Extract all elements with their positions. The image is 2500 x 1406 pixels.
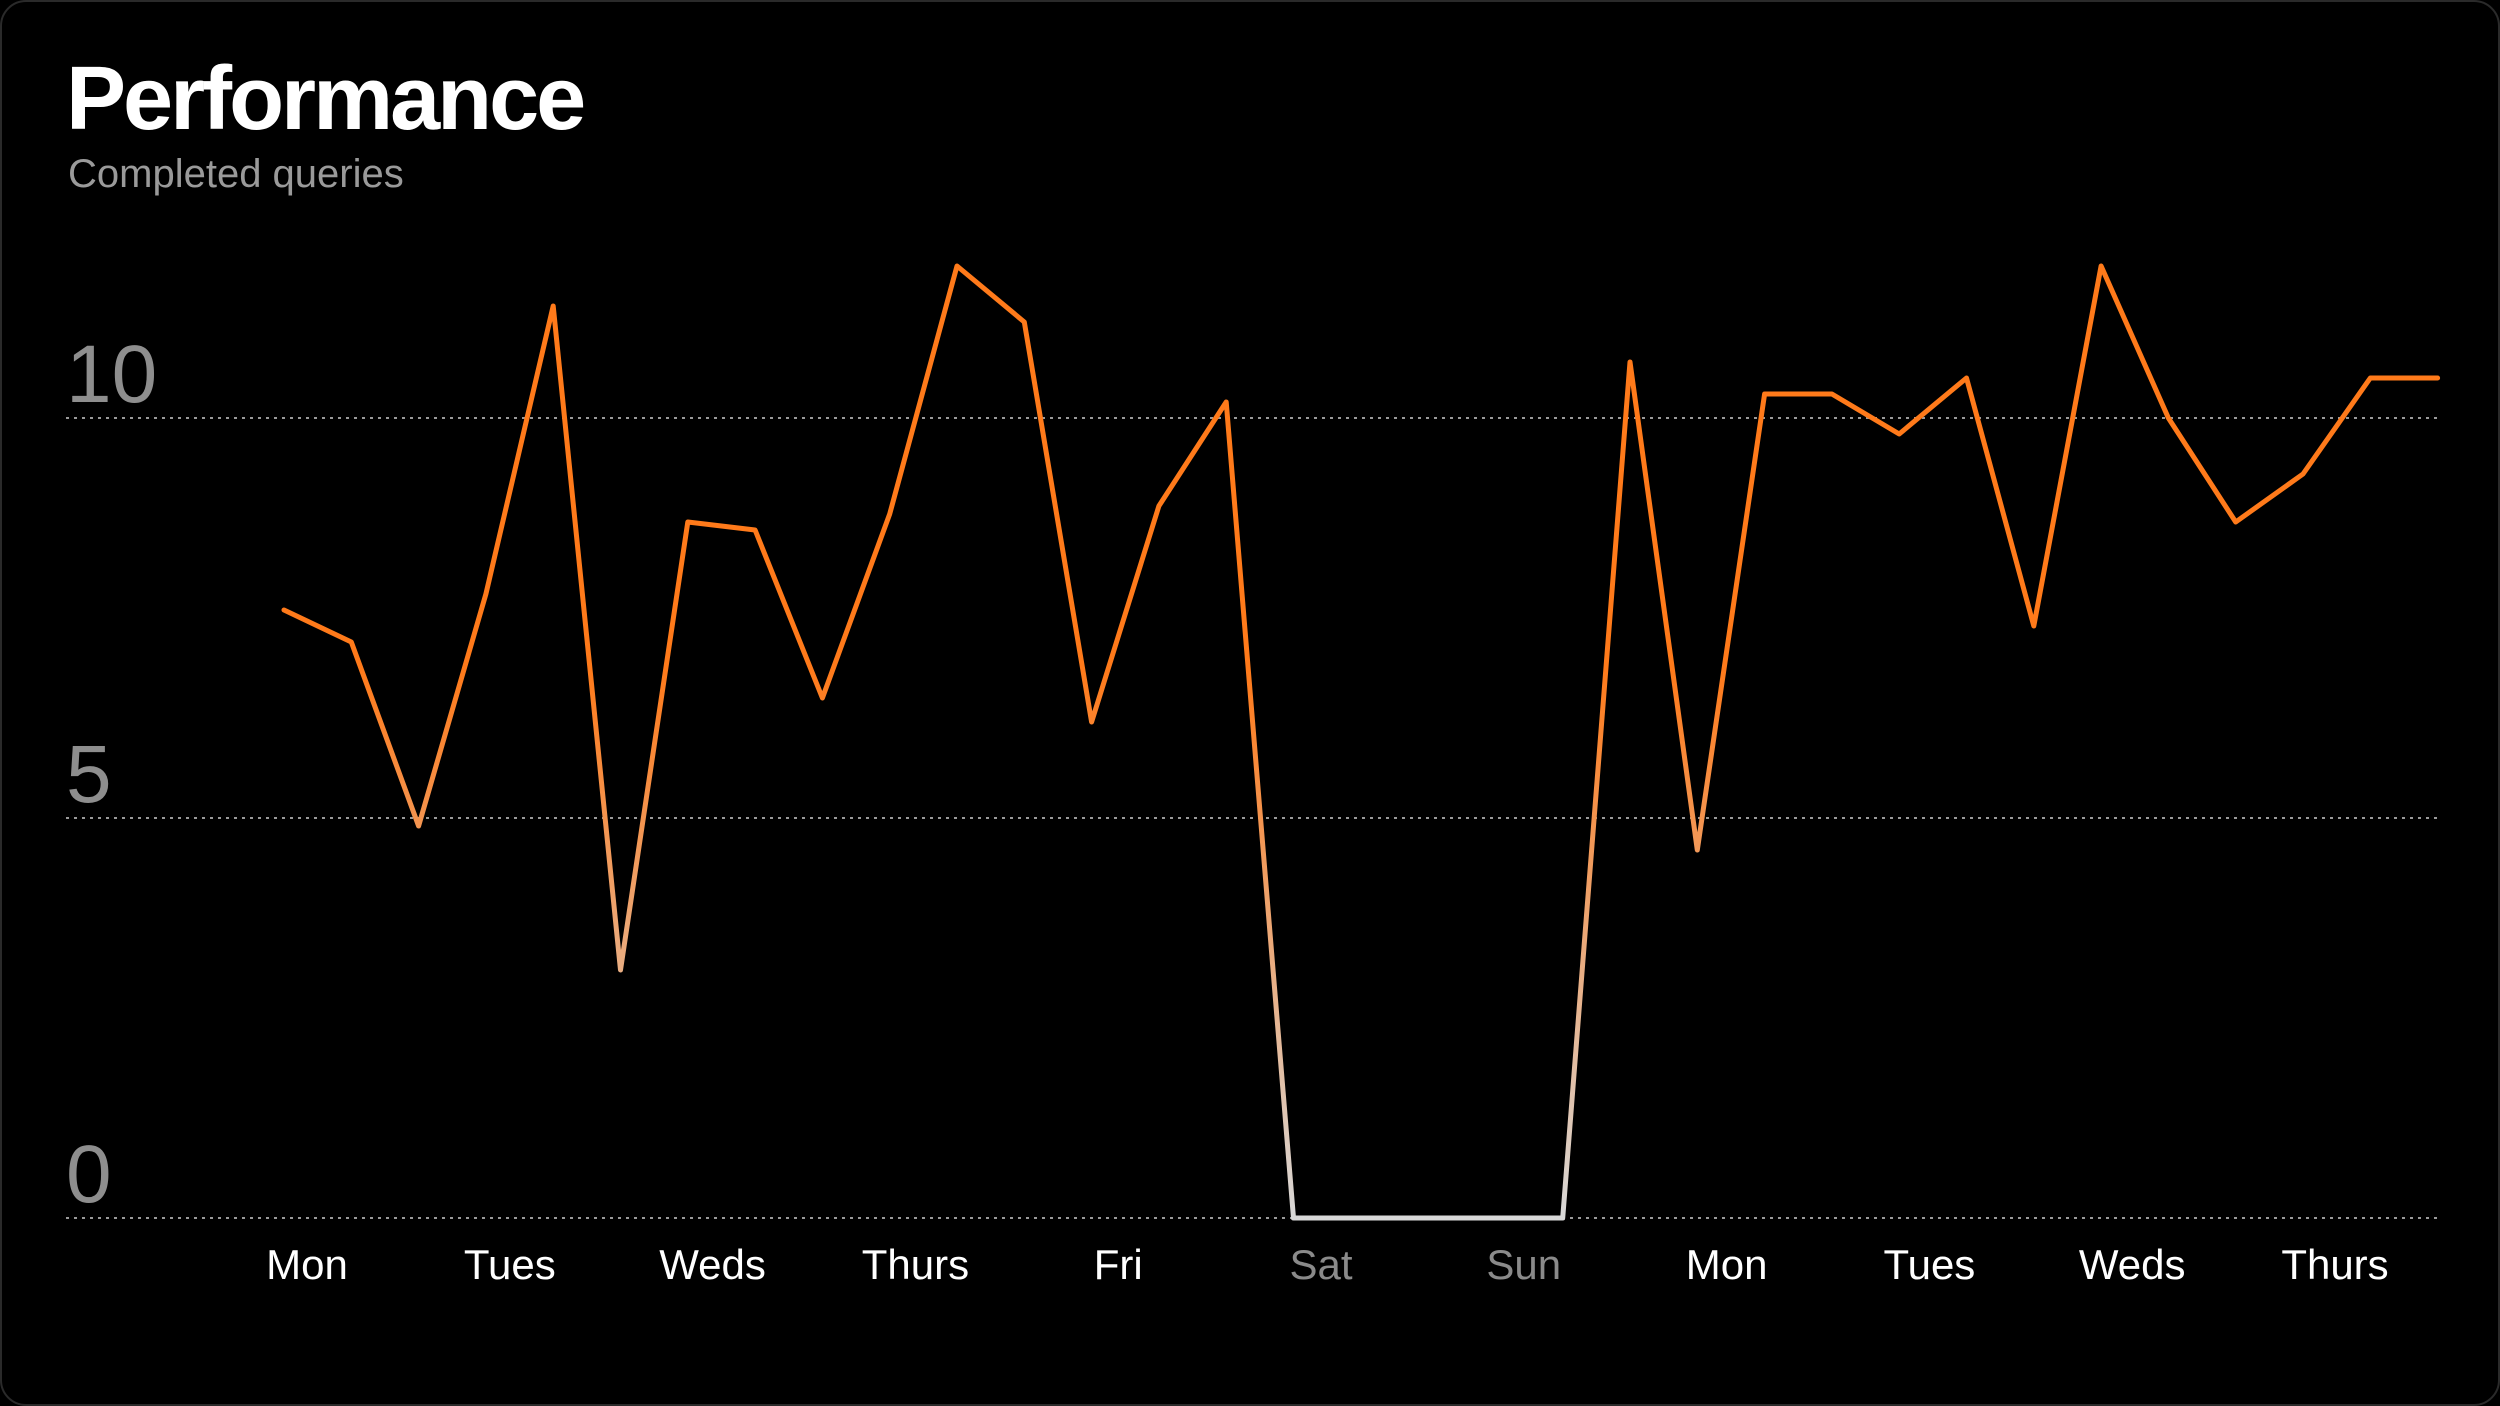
x-tick-label: Weds (659, 1241, 766, 1288)
data-point (1829, 392, 1834, 397)
x-tick-label: Mon (1686, 1241, 1768, 1288)
data-point (685, 520, 690, 525)
y-tick-label: 0 (66, 1129, 112, 1220)
data-point (820, 696, 825, 701)
y-tick-label: 5 (66, 729, 112, 820)
data-point (2031, 624, 2036, 629)
data-point (2368, 376, 2373, 381)
data-point (483, 592, 488, 597)
data-point (416, 824, 421, 829)
x-tick-label: Thurs (2281, 1241, 2388, 1288)
x-tick-label: Mon (266, 1241, 348, 1288)
data-point (1089, 720, 1094, 725)
data-point (1224, 400, 1229, 405)
x-tick-label: Thurs (862, 1241, 969, 1288)
data-point (2435, 376, 2440, 381)
data-point (2233, 520, 2238, 525)
data-point (2301, 472, 2306, 477)
data-point (1426, 1216, 1431, 1221)
chart-subtitle: Completed queries (68, 152, 404, 196)
data-point (1695, 848, 1700, 853)
x-tick-label: Sun (1486, 1241, 1561, 1288)
data-point (618, 968, 623, 973)
x-tick-label: Sat (1289, 1241, 1352, 1288)
data-point (1291, 1216, 1296, 1221)
chart-title: Performance (66, 49, 586, 149)
data-point (1762, 392, 1767, 397)
data-point (1022, 320, 1027, 325)
series-line-0 (281, 263, 2441, 1221)
data-point (1156, 504, 1161, 509)
data-point (1964, 376, 1969, 381)
data-point (2166, 416, 2171, 421)
data-point (282, 608, 287, 613)
data-point (955, 264, 960, 269)
data-point (887, 512, 892, 517)
data-point (1493, 1216, 1498, 1221)
x-tick-label: Tues (464, 1241, 556, 1288)
y-tick-label: 10 (66, 329, 157, 420)
data-point (1897, 432, 1902, 437)
data-point (551, 304, 556, 309)
data-point (1628, 360, 1633, 365)
x-tick-label: Fri (1094, 1241, 1143, 1288)
x-tick-label: Weds (2079, 1241, 2186, 1288)
data-point (2099, 264, 2104, 269)
data-point (753, 528, 758, 533)
data-point (349, 640, 354, 645)
data-point (1560, 1216, 1565, 1221)
data-point (1358, 1216, 1363, 1221)
x-tick-label: Tues (1883, 1241, 1975, 1288)
